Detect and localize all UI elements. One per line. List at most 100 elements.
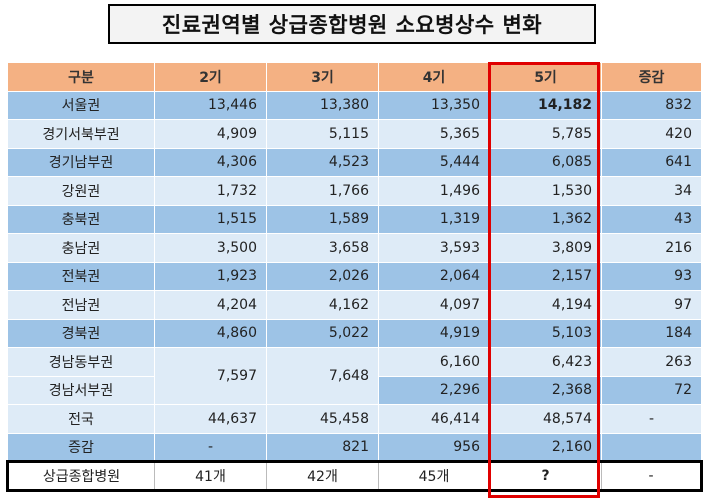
value-cell: 41개	[154, 460, 267, 492]
change-cell: -	[601, 404, 702, 434]
value-cell: 45개	[378, 460, 490, 492]
value-cell: 4,860	[154, 318, 267, 348]
value-cell: 45,458	[266, 404, 379, 434]
header-period-2: 2기	[154, 62, 267, 92]
value-cell: 6,085	[489, 147, 602, 177]
change-cell: -	[601, 460, 703, 492]
merged-value-cell: 7,648	[266, 347, 379, 405]
table-header-row: 구분 2기 3기 4기 5기 증감	[7, 62, 702, 92]
value-cell: 3,500	[154, 233, 267, 263]
value-cell: 2,368	[489, 375, 602, 405]
value-cell: 5,785	[489, 119, 602, 149]
value-cell: 4,919	[378, 318, 490, 348]
change-cell: 263	[601, 347, 702, 377]
table-row: 전북권 1,923 2,026 2,064 2,157 93	[7, 261, 702, 291]
region-label: 전남권	[7, 290, 155, 320]
value-cell: 2,026	[266, 261, 379, 291]
value-cell: 3,809	[489, 233, 602, 263]
header-period-4: 4기	[378, 62, 490, 92]
value-cell: 6,160	[378, 347, 490, 377]
value-cell: 44,637	[154, 404, 267, 434]
merged-value-cell: 7,597	[154, 347, 267, 405]
value-cell: 5,115	[266, 119, 379, 149]
value-cell: ?	[489, 460, 602, 492]
table-row-change: 증감 - 821 956 2,160	[7, 432, 702, 462]
value-cell: 1,766	[266, 176, 379, 206]
table-row: 경북권 4,860 5,022 4,919 5,103 184	[7, 318, 702, 348]
value-cell: 4,909	[154, 119, 267, 149]
value-cell: 2,160	[489, 432, 602, 462]
region-label: 강원권	[7, 176, 155, 206]
value-cell: 4,306	[154, 147, 267, 177]
value-cell: 5,444	[378, 147, 490, 177]
value-cell: 6,423	[489, 347, 602, 377]
value-cell: 13,380	[266, 90, 379, 120]
region-label: 경남동부권	[7, 347, 155, 377]
table-row: 충남권 3,500 3,658 3,593 3,809 216	[7, 233, 702, 263]
value-cell: 4,523	[266, 147, 379, 177]
change-cell: 216	[601, 233, 702, 263]
value-cell: 2,157	[489, 261, 602, 291]
region-label: 경기서북부권	[7, 119, 155, 149]
change-cell: 641	[601, 147, 702, 177]
value-cell: -	[154, 432, 267, 462]
region-label: 전북권	[7, 261, 155, 291]
value-cell: 42개	[266, 460, 379, 492]
change-cell: 97	[601, 290, 702, 320]
value-cell: 1,362	[489, 204, 602, 234]
value-cell: 5,103	[489, 318, 602, 348]
value-cell: 1,530	[489, 176, 602, 206]
value-cell: 4,194	[489, 290, 602, 320]
region-label: 경기남부권	[7, 147, 155, 177]
region-label: 경북권	[7, 318, 155, 348]
table-row-national: 전국 44,637 45,458 46,414 48,574 -	[7, 404, 702, 434]
hospital-beds-table: 구분 2기 3기 4기 5기 증감 서울권 13,446 13,380 13,3…	[6, 62, 703, 492]
header-period-5: 5기	[489, 62, 602, 92]
table-row: 전남권 4,204 4,162 4,097 4,194 97	[7, 290, 702, 320]
change-cell: 43	[601, 204, 702, 234]
value-cell: 956	[378, 432, 490, 462]
region-label: 서울권	[7, 90, 155, 120]
table-row: 충북권 1,515 1,589 1,319 1,362 43	[7, 204, 702, 234]
value-cell: 2,064	[378, 261, 490, 291]
value-cell: 5,365	[378, 119, 490, 149]
change-cell: 832	[601, 90, 702, 120]
value-cell: 2,296	[378, 375, 490, 405]
header-category: 구분	[7, 62, 155, 92]
region-label: 경남서부권	[7, 375, 155, 405]
table-row: 강원권 1,732 1,766 1,496 1,530 34	[7, 176, 702, 206]
change-cell: 93	[601, 261, 702, 291]
change-cell: 34	[601, 176, 702, 206]
change-cell: 420	[601, 119, 702, 149]
value-cell: 48,574	[489, 404, 602, 434]
table-row: 경기서북부권 4,909 5,115 5,365 5,785 420	[7, 119, 702, 149]
value-cell: 46,414	[378, 404, 490, 434]
page-title: 진료권역별 상급종합병원 소요병상수 변화	[108, 4, 596, 44]
value-cell: 5,022	[266, 318, 379, 348]
value-cell: 1,923	[154, 261, 267, 291]
value-cell: 4,097	[378, 290, 490, 320]
table-row: 경기남부권 4,306 4,523 5,444 6,085 641	[7, 147, 702, 177]
change-cell: 184	[601, 318, 702, 348]
header-change: 증감	[601, 62, 702, 92]
region-label: 충남권	[7, 233, 155, 263]
change-cell: 72	[601, 375, 702, 405]
value-cell: 1,496	[378, 176, 490, 206]
value-cell: 1,515	[154, 204, 267, 234]
value-cell: 1,589	[266, 204, 379, 234]
header-period-3: 3기	[266, 62, 379, 92]
value-cell: 13,350	[378, 90, 490, 120]
value-cell: 13,446	[154, 90, 267, 120]
value-cell: 1,319	[378, 204, 490, 234]
region-label: 상급종합병원	[6, 460, 155, 492]
value-cell: 4,162	[266, 290, 379, 320]
region-label: 충북권	[7, 204, 155, 234]
value-cell: 14,182	[489, 90, 602, 120]
table-row-hospitals: 상급종합병원 41개 42개 45개 ? -	[6, 460, 703, 492]
table-row: 경남동부권 7,597 7,648 6,160 6,423 263	[7, 347, 702, 405]
region-label: 전국	[7, 404, 155, 434]
value-cell: 3,658	[266, 233, 379, 263]
value-cell: 1,732	[154, 176, 267, 206]
value-cell: 3,593	[378, 233, 490, 263]
region-label: 증감	[7, 432, 155, 462]
